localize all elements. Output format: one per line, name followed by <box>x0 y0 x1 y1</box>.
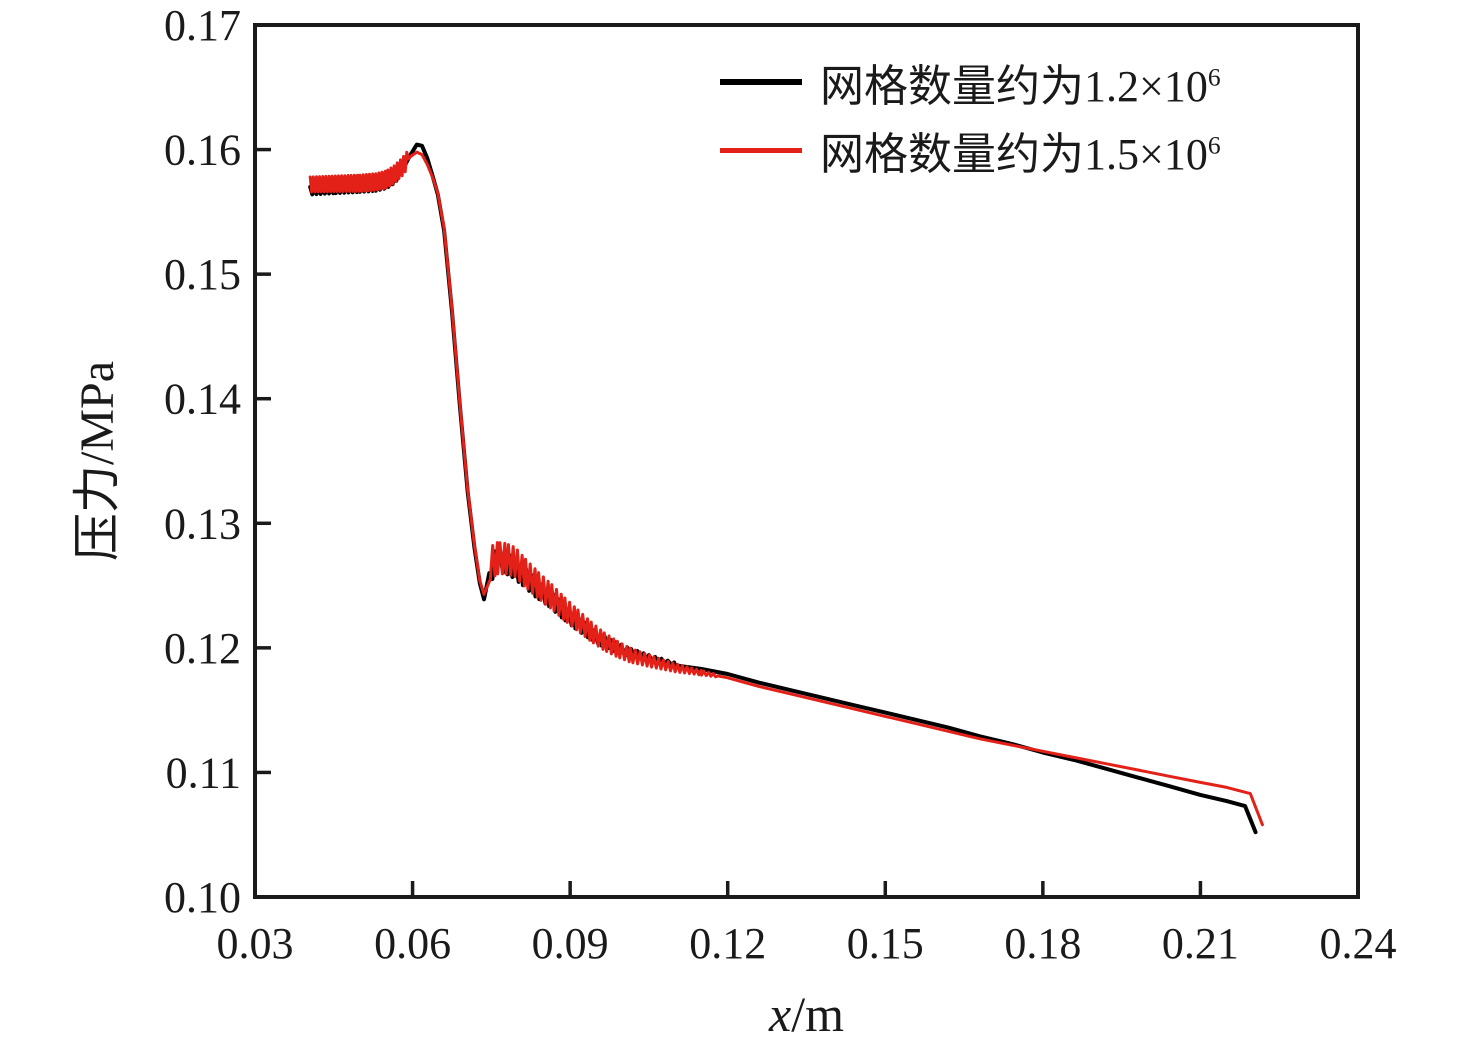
legend-line-sample-red <box>720 147 802 153</box>
x-tick-label-0.18: 0.18 <box>1004 919 1081 968</box>
x-tick-label-0.15: 0.15 <box>847 919 924 968</box>
x-tick-label-0.06: 0.06 <box>374 919 451 968</box>
x-tick-label-0.24: 0.24 <box>1320 919 1397 968</box>
legend-item-mesh-1-5e6: 网格数量约为1.5×106 <box>720 116 1221 184</box>
legend-label-mesh-1-2e6: 网格数量约为1.2×106 <box>820 62 1221 111</box>
legend-label-mesh-1-5e6: 网格数量约为1.5×106 <box>820 130 1221 179</box>
y-tick-label-0.15: 0.15 <box>164 250 241 299</box>
y-tick-label-0.11: 0.11 <box>166 748 241 797</box>
x-axis-title-variable: x <box>769 986 792 1042</box>
y-tick-label-0.17: 0.17 <box>164 1 241 50</box>
x-axis-title: x/m <box>255 985 1358 1043</box>
y-tick-label-0.16: 0.16 <box>164 126 241 175</box>
x-tick-label-0.21: 0.21 <box>1162 919 1239 968</box>
y-tick-label-0.12: 0.12 <box>164 624 241 673</box>
legend: 网格数量约为1.2×106 网格数量约为1.5×106 <box>720 48 1221 184</box>
legend-line-sample-black <box>720 79 802 85</box>
legend-item-mesh-1-2e6: 网格数量约为1.2×106 <box>720 48 1221 116</box>
x-tick-label-0.12: 0.12 <box>689 919 766 968</box>
series-line-mesh-1-2e6 <box>308 142 1258 835</box>
plot-border <box>253 23 1360 899</box>
y-tick-label-0.13: 0.13 <box>164 499 241 548</box>
x-tick-label-0.03: 0.03 <box>217 919 294 968</box>
x-axis-title-unit: /m <box>791 986 844 1042</box>
y-tick-label-0.14: 0.14 <box>164 375 241 424</box>
y-tick-label-0.10: 0.10 <box>164 873 241 922</box>
y-axis-title: 压力/MPa <box>71 360 124 562</box>
x-tick-label-0.09: 0.09 <box>532 919 609 968</box>
series-line-mesh-1-5e6 <box>308 150 1264 827</box>
